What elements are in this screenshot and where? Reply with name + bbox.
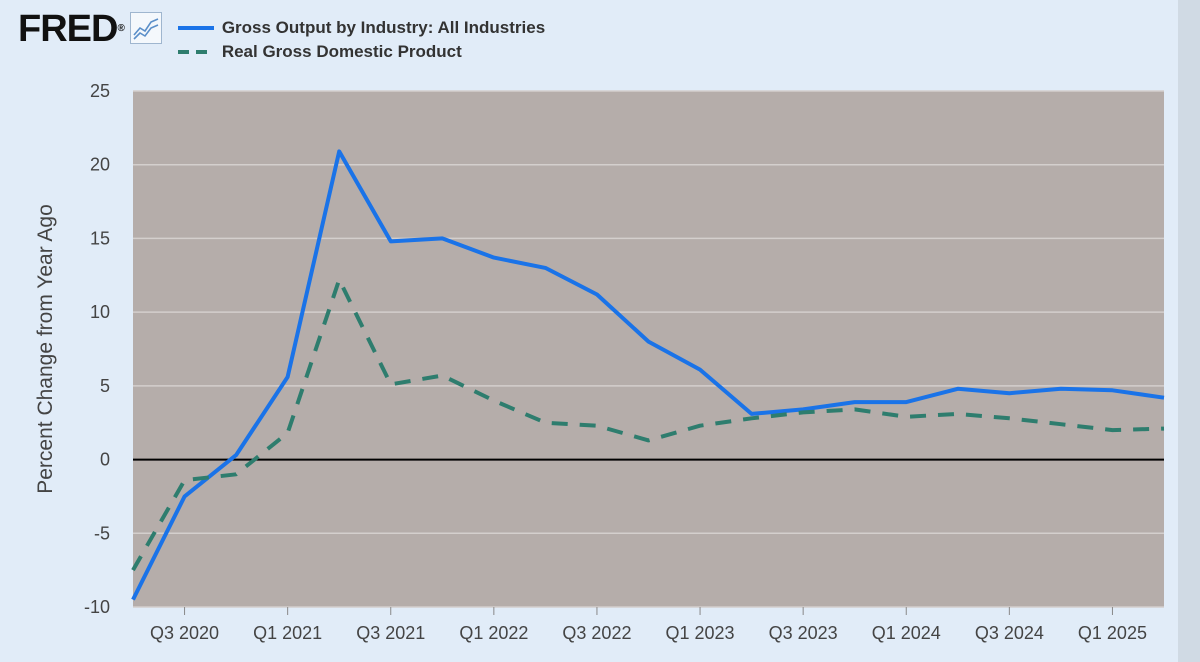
fred-registered-mark: ® [117, 23, 124, 34]
legend-label-gdp: Real Gross Domestic Product [221, 42, 462, 61]
y-tick-label: -10 [84, 597, 110, 617]
x-tick-label: Q3 2020 [150, 623, 219, 643]
x-tick-label: Q1 2023 [666, 623, 735, 643]
legend-item-gross-output[interactable]: Gross Output by Industry: All Industries [177, 16, 546, 40]
legend-swatch-dashed [177, 50, 214, 54]
y-tick-label: 5 [100, 376, 110, 396]
y-tick-labels: -10 -5 0 5 10 15 20 25 [84, 81, 110, 617]
series-line-gdp[interactable] [131, 277, 1165, 572]
y-axis-title: Percent Change from Year Ago [34, 204, 57, 494]
y-tick-label: 25 [90, 81, 110, 101]
y-tick-label: 20 [90, 155, 110, 175]
line-chart-icon [129, 12, 162, 44]
x-tick-label: Q3 2024 [975, 623, 1044, 643]
chart-header: FRED® Gross Output by Industry: All Indu… [18, 10, 545, 66]
plot-background [133, 91, 1164, 607]
x-tick-label: Q3 2022 [562, 623, 631, 643]
legend-label-gross-output: Gross Output by Industry: All Industries [221, 18, 546, 37]
y-tick-label: 15 [90, 228, 110, 248]
scrollbar-track[interactable] [1178, 0, 1200, 662]
x-tick-label: Q1 2025 [1078, 623, 1147, 643]
x-tick-label: Q1 2022 [459, 623, 528, 643]
x-tick-labels: Q3 2020 Q1 2021 Q3 2021 Q1 2022 Q3 2022 Q1 20… [150, 607, 1147, 643]
fred-logo[interactable]: FRED® [18, 8, 125, 50]
y-tick-label: 0 [100, 450, 110, 470]
fred-logo-text: FRED [18, 8, 118, 50]
x-tick-label: Q1 2021 [253, 623, 322, 643]
y-tick-label: 10 [90, 302, 110, 322]
series-line-gross-output[interactable] [131, 149, 1165, 601]
y-tick-label: -5 [94, 523, 110, 543]
series-lines[interactable] [131, 149, 1165, 601]
gridlines [133, 90, 1164, 608]
x-tick-label: Q1 2024 [872, 623, 941, 643]
x-tick-label: Q3 2021 [356, 623, 425, 643]
x-tick-label: Q3 2023 [769, 623, 838, 643]
legend: Gross Output by Industry: All Industries… [177, 16, 546, 64]
legend-item-gdp[interactable]: Real Gross Domestic Product [177, 40, 545, 64]
legend-swatch-solid [177, 26, 214, 30]
